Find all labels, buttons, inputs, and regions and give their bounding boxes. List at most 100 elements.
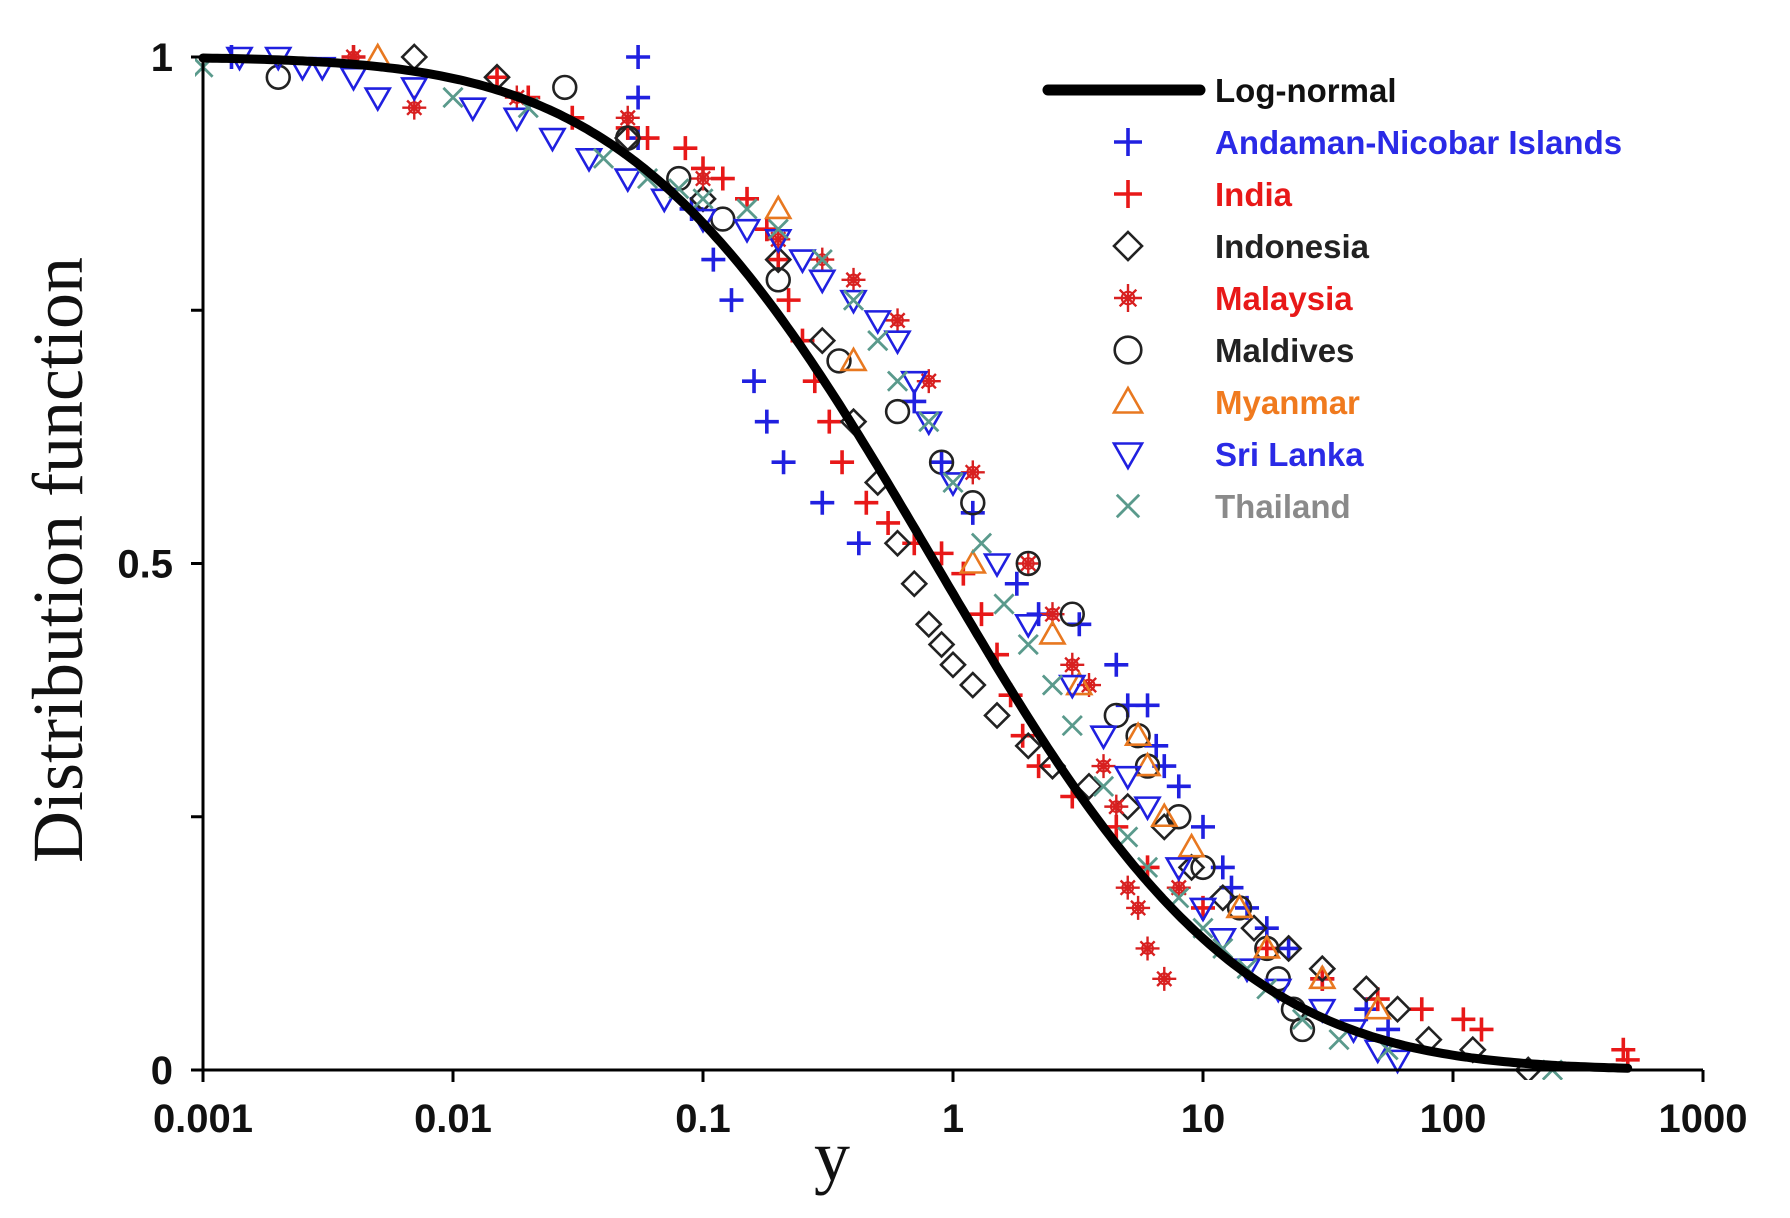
legend-item-thailand: Thailand <box>1115 488 1351 525</box>
data-point <box>1208 883 1237 912</box>
data-point <box>830 450 855 475</box>
series-india <box>341 45 1640 1072</box>
data-point <box>839 289 868 315</box>
x-tick-label: 1000 <box>1659 1097 1748 1141</box>
data-point <box>1252 933 1282 959</box>
data-point <box>1017 633 1039 656</box>
data-point <box>764 194 793 220</box>
data-point <box>876 510 901 535</box>
data-point <box>939 650 967 679</box>
data-point <box>363 87 392 113</box>
x-tick-label: 0.001 <box>153 1097 253 1141</box>
data-point <box>1611 1037 1636 1062</box>
legend-item-malaysia: Malaysia <box>1114 280 1353 317</box>
data-point <box>692 188 714 210</box>
data-marks <box>195 42 1640 1080</box>
data-point <box>615 105 640 130</box>
legend-label: Malaysia <box>1215 280 1353 317</box>
legend-swatch <box>1114 180 1142 208</box>
data-point <box>1040 602 1065 627</box>
data-point <box>1060 652 1085 677</box>
data-point <box>969 602 994 627</box>
data-point <box>1166 804 1192 830</box>
legend-label: India <box>1215 176 1293 213</box>
data-point <box>811 249 833 271</box>
data-point <box>1177 853 1206 882</box>
x-tick-label: 100 <box>1420 1097 1487 1141</box>
data-point <box>960 460 985 485</box>
data-point <box>400 43 429 71</box>
data-point <box>817 409 842 434</box>
data-point <box>1240 914 1268 943</box>
data-point <box>867 330 889 352</box>
data-point <box>1014 732 1043 760</box>
data-point <box>1177 832 1206 858</box>
data-point <box>1135 936 1160 961</box>
data-point <box>502 107 532 133</box>
data-point <box>754 409 779 434</box>
data-point <box>742 369 767 394</box>
legend-swatch <box>1114 284 1142 312</box>
data-point <box>914 610 943 639</box>
data-point <box>993 593 1015 615</box>
legend-swatch <box>1113 335 1143 365</box>
data-point <box>400 77 429 103</box>
legend-swatch <box>1114 128 1142 156</box>
data-point <box>735 186 760 211</box>
data-point <box>1026 754 1051 779</box>
data-point <box>1469 1017 1494 1042</box>
data-point <box>771 450 796 475</box>
y-tick-label: 0.5 <box>117 543 173 587</box>
data-point <box>538 127 567 153</box>
data-point <box>626 45 651 69</box>
legend-item-india: India <box>1114 176 1293 213</box>
x-tick-label: 10 <box>1181 1097 1226 1141</box>
y-axis-title: Distribution function <box>18 257 98 863</box>
data-point <box>776 288 801 313</box>
data-point <box>982 553 1012 579</box>
data-point <box>841 267 866 292</box>
data-point <box>626 85 651 110</box>
data-point <box>958 671 987 699</box>
data-point <box>883 330 912 356</box>
data-point <box>1015 550 1041 577</box>
data-point <box>808 269 837 295</box>
legend-swatch <box>1111 442 1145 471</box>
data-point <box>914 411 944 437</box>
data-point <box>767 218 789 240</box>
data-point <box>673 136 698 161</box>
legend-swatch <box>1115 493 1141 519</box>
data-point <box>1123 721 1153 747</box>
x-axis-title: y <box>814 1116 850 1196</box>
data-point <box>1164 857 1194 883</box>
data-point <box>1104 652 1129 677</box>
legend-item-indonesia: Indonesia <box>1112 228 1370 265</box>
data-point <box>1038 619 1067 645</box>
legend-label: Log-normal <box>1215 72 1396 109</box>
data-point <box>983 701 1011 730</box>
data-point <box>1126 895 1151 920</box>
data-point <box>788 249 817 275</box>
lognormal-curve <box>198 53 1633 1073</box>
data-point <box>970 532 993 554</box>
legend-label: Myanmar <box>1215 384 1360 421</box>
legend-label: Sri Lanka <box>1215 436 1364 473</box>
data-point <box>810 490 835 515</box>
data-point <box>808 326 837 355</box>
data-point <box>918 411 940 433</box>
series-myanmar <box>363 42 1392 1020</box>
data-point <box>1276 936 1301 961</box>
data-point <box>1061 714 1083 737</box>
data-point <box>1041 674 1064 696</box>
legend-item-andaman-nicobar-islands: Andaman-Nicobar Islands <box>1114 124 1622 161</box>
data-point <box>1133 796 1162 822</box>
axes: 0.001 0.01 0.1 1 10 100 1000 0 0.5 1 <box>117 36 1747 1141</box>
data-point <box>958 548 988 574</box>
y-tick-label: 1 <box>151 36 173 80</box>
data-point <box>1208 928 1238 953</box>
data-point <box>701 247 726 272</box>
data-point <box>574 148 604 173</box>
y-tick-label: 0 <box>151 1049 173 1093</box>
data-point <box>826 348 852 374</box>
